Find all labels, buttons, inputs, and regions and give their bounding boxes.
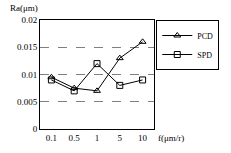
- svg-text:PCD: PCD: [197, 32, 213, 41]
- svg-text:Ra(μm): Ra(μm): [10, 3, 38, 13]
- svg-text:f(μm/r): f(μm/r): [158, 133, 184, 143]
- svg-text:0.1: 0.1: [46, 133, 57, 143]
- svg-text:0: 0: [33, 124, 38, 134]
- svg-text:0.005: 0.005: [17, 97, 38, 107]
- svg-text:10: 10: [138, 133, 148, 143]
- svg-text:SPD: SPD: [197, 51, 212, 60]
- svg-text:0.02: 0.02: [21, 15, 37, 25]
- svg-text:1: 1: [95, 133, 100, 143]
- svg-text:0.01: 0.01: [21, 70, 37, 80]
- svg-text:0.015: 0.015: [17, 42, 38, 52]
- svg-text:0.5: 0.5: [69, 133, 81, 143]
- svg-text:5: 5: [118, 133, 123, 143]
